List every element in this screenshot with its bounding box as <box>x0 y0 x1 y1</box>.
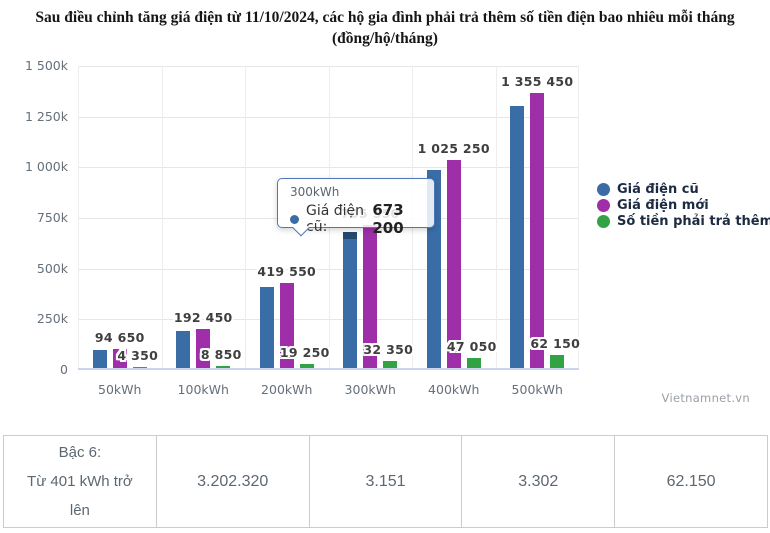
y-axis-tick-label: 1 500k <box>24 58 68 73</box>
legend-marker-icon <box>597 198 610 212</box>
legend-item-label: Giá điện mới <box>617 197 709 213</box>
y-axis-tick-label: 1 250k <box>24 108 68 124</box>
y-axis-tick-label: 250k <box>36 311 68 327</box>
bar-hover-cap <box>343 231 358 239</box>
gridline-vertical <box>578 66 579 368</box>
tooltip-category: 300kWh <box>290 185 340 199</box>
bar-500kWh-series2[interactable] <box>550 355 565 368</box>
price-table: Bậc 6: Từ 401 kWh trở lên 3.202.320 3.15… <box>3 435 768 528</box>
chart: Sau điều chỉnh tăng giá điện từ 11/10/20… <box>0 0 770 425</box>
bar-400kWh-series1[interactable] <box>446 160 461 368</box>
bar-200kWh-series2[interactable] <box>299 364 314 368</box>
y-axis-tick-label: 0 <box>60 362 68 377</box>
tier-cell: Bậc 6: Từ 401 kWh trở lên <box>3 435 157 528</box>
old-rate-cell: 3.151 <box>308 435 463 528</box>
legend-item-label: Giá điện cũ <box>617 181 699 197</box>
bar-100kWh-series0[interactable] <box>176 330 191 368</box>
tooltip-series-label: Giá điện cũ: <box>306 203 365 235</box>
legend-marker-icon <box>597 214 610 228</box>
gridline-vertical <box>495 66 497 368</box>
x-axis-category-label: 500kWh <box>511 382 563 397</box>
bar-50kWh-series1[interactable] <box>112 348 127 368</box>
gridline-vertical <box>245 66 246 368</box>
bar-200kWh-series0[interactable] <box>259 286 274 368</box>
new-rate-cell: 3.302 <box>461 435 616 528</box>
x-axis-category-label: 200kWh <box>261 382 313 397</box>
bar-300kWh-series2[interactable] <box>383 361 398 368</box>
x-axis-category-label: 400kWh <box>428 382 480 397</box>
tooltip-series-line: Giá điện cũ: 673 200 <box>290 201 422 237</box>
bar-200kWh-series1[interactable] <box>279 282 294 368</box>
x-axis-category-label: 100kWh <box>177 382 229 397</box>
bar-50kWh-series2[interactable] <box>132 366 147 368</box>
y-axis-tick-label: 750k <box>36 210 68 225</box>
table-row: Bậc 6: Từ 401 kWh trở lên 3.202.320 3.15… <box>3 435 768 528</box>
bar-500kWh-series0[interactable] <box>510 105 525 368</box>
x-axis-category-label: 50kWh <box>98 382 142 397</box>
bar-300kWh-series0[interactable] <box>343 231 358 368</box>
series-dot-icon <box>290 214 299 224</box>
bar-400kWh-series2[interactable] <box>466 358 481 368</box>
legend-item-label: Số tiền phải trả thêm <box>617 213 770 229</box>
tooltip: 300kWh Giá điện cũ: 673 200 <box>277 178 435 237</box>
bar-300kWh-series1[interactable] <box>363 225 378 368</box>
y-axis-tick-label: 500k <box>36 260 68 276</box>
legend-marker-icon <box>597 182 610 196</box>
legend-item-series2[interactable]: Số tiền phải trả thêm <box>597 213 770 229</box>
value-label: 1 025 250 <box>417 141 490 157</box>
extra-amount-cell: 62.150 <box>614 435 768 528</box>
value-label: 192 450 <box>173 310 233 325</box>
x-axis-category-label: 300kWh <box>344 382 396 397</box>
gridline-vertical <box>161 66 163 368</box>
chart-title: Sau điều chỉnh tăng giá điện từ 11/10/20… <box>35 9 735 47</box>
value-label: 1 355 450 <box>501 74 574 90</box>
old-total-cell: 3.202.320 <box>155 435 310 528</box>
bar-500kWh-series1[interactable] <box>530 93 545 368</box>
legend-item-series0[interactable]: Giá điện cũ <box>597 181 770 197</box>
tooltip-value: 673 200 <box>372 201 404 237</box>
value-label: 419 550 <box>257 263 317 279</box>
gridline-vertical <box>78 66 79 368</box>
bar-100kWh-series2[interactable] <box>216 366 231 368</box>
legend: Giá điện cũ Giá điện mới Số tiền phải trả … <box>597 181 770 229</box>
value-label: 94 650 <box>94 329 145 345</box>
legend-item-series1[interactable]: Giá điện mới <box>597 197 770 213</box>
bar-100kWh-series1[interactable] <box>196 329 211 368</box>
watermark: Vietnamnet.vn <box>661 391 750 405</box>
bar-50kWh-series0[interactable] <box>92 349 107 368</box>
y-axis-tick-label: 1 000k <box>24 159 68 175</box>
